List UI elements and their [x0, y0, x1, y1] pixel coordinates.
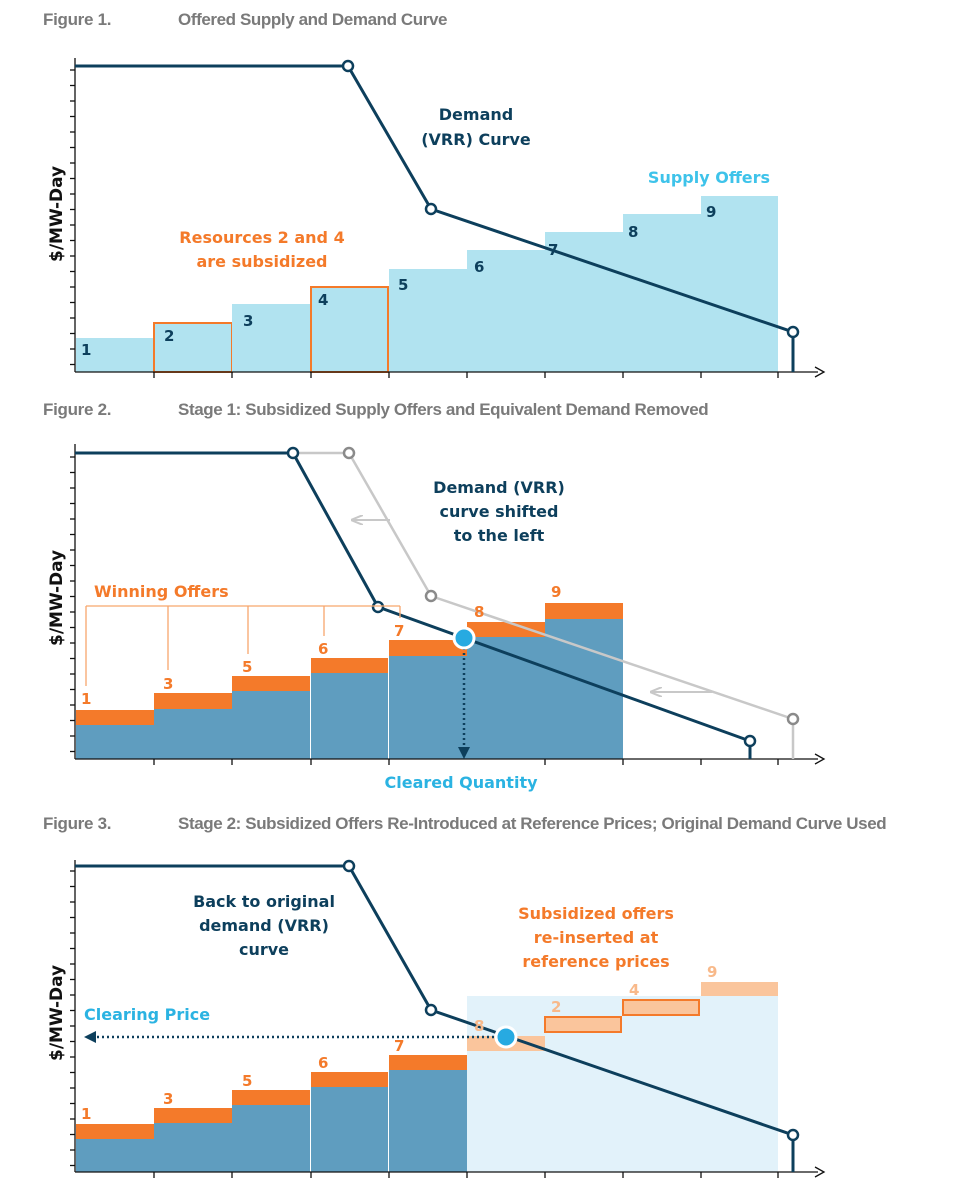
f3-offer-bar-7: [389, 1070, 467, 1172]
f3-offer-cap-7: [389, 1055, 467, 1070]
f1-offer-label-5: 5: [398, 276, 408, 294]
f1-demand-label-line-1: Demand: [439, 105, 513, 124]
f3-reinserted-area: [467, 996, 778, 1172]
f3-demand-node-2: [426, 1005, 436, 1015]
f1-offer-label-4: 4: [318, 291, 328, 309]
figure-2-supply-bars: [76, 603, 623, 759]
f2-offer-bar-6: [311, 673, 388, 759]
f1-offer-label-1: 1: [81, 341, 91, 359]
f1-offer-label-6: 6: [474, 258, 484, 276]
f2-clearing-point: [454, 628, 474, 648]
f1-demand-node-2: [426, 204, 436, 214]
f2-offer-cap-3: [154, 693, 232, 709]
f1-offer-label-8: 8: [628, 223, 638, 241]
f2-gray-node-2: [426, 591, 436, 601]
f3-offer-bar-3: [154, 1123, 232, 1172]
f3-offer-label-1: 1: [81, 1105, 91, 1123]
f2-offer-bar-7: [389, 656, 467, 759]
f1-demand-label-line-2: (VRR) Curve: [421, 130, 531, 149]
f3-clearing-price-label: Clearing Price: [84, 1005, 210, 1024]
f2-demand-label-line-3: to the left: [454, 526, 545, 545]
f3-demand-label-line-3: curve: [239, 940, 289, 959]
f2-offer-bar-8: [467, 637, 545, 759]
f2-offer-bar-1: [76, 725, 154, 759]
f1-demand-node-1: [343, 61, 353, 71]
f3-offer-label-5: 5: [242, 1072, 252, 1090]
f2-offer-label-5: 5: [242, 658, 252, 676]
f3-offer-cap-3: [154, 1108, 232, 1123]
f3-demand-label-line-1: Back to original: [193, 892, 335, 911]
f3-offer-bar-6: [311, 1087, 388, 1172]
f2-offer-label-3: 3: [163, 675, 173, 693]
f3-offer-cap-6: [311, 1072, 388, 1087]
f1-offer-label-9: 9: [706, 203, 716, 221]
f1-supply-offers-label: Supply Offers: [648, 168, 770, 187]
f2-offer-bar-3: [154, 709, 232, 759]
f1-subsidized-label-line-2: are subsidized: [196, 252, 327, 271]
f3-offer-bar-5: [232, 1105, 310, 1172]
f3-demand-node-1: [344, 861, 354, 871]
f3-offer-label-6: 6: [318, 1054, 328, 1072]
figure-1-chart: $/MW-Day 1 2 3 4 5 6 7 8 9 Demand (VRR) …: [47, 58, 824, 378]
f2-offer-cap-9: [545, 603, 623, 619]
f2-winning-offers-label: Winning Offers: [94, 582, 229, 601]
f2-offer-label-9: 9: [551, 583, 561, 601]
f1-offer-bar-9: [701, 196, 778, 372]
figure-1-supply-bars: [76, 196, 778, 372]
f3-offer-cap-5: [232, 1090, 310, 1105]
f3-offer-label-9: 9: [707, 963, 717, 981]
f2-demand-node-1: [288, 448, 298, 458]
f2-demand-node-2: [373, 602, 383, 612]
f2-offer-label-7: 7: [394, 622, 404, 640]
f3-offer-label-8: 8: [474, 1017, 484, 1035]
f2-demand-label-line-1: Demand (VRR): [433, 478, 565, 497]
f3-offer-bar-1: [76, 1139, 154, 1172]
f3-offer-cap-1: [76, 1124, 154, 1139]
f3-offer-label-3: 3: [163, 1090, 173, 1108]
f3-reinserted-label-line-1: Subsidized offers: [518, 904, 674, 923]
f2-offer-label-8: 8: [474, 603, 484, 621]
f1-offer-label-2: 2: [164, 327, 174, 345]
f2-demand-label-line-2: curve shifted: [440, 502, 559, 521]
f3-demand-label-line-2: demand (VRR): [199, 916, 329, 935]
f3-reinserted-label-line-3: reference prices: [522, 952, 669, 971]
f3-offer-cap-9: [701, 982, 778, 996]
f1-offer-label-7: 7: [548, 241, 558, 259]
f2-offer-cap-5: [232, 676, 310, 691]
f3-offer-label-4: 4: [629, 981, 639, 999]
f2-offer-label-1: 1: [81, 690, 91, 708]
f1-demand-node-3: [788, 327, 798, 337]
f2-cleared-quantity-label: Cleared Quantity: [384, 773, 538, 792]
f2-offer-cap-1: [76, 710, 154, 725]
f2-offer-label-6: 6: [318, 640, 328, 658]
figure-3-y-axis-label: $/MW-Day: [47, 965, 67, 1061]
f1-offer-label-3: 3: [243, 312, 253, 330]
figure-2-chart: $/MW-Day 1 3 5 6 7 8 9 Winning Offers De…: [47, 444, 824, 792]
f2-gray-node-1: [344, 448, 354, 458]
figure-3-winning-bars: [76, 1055, 467, 1172]
f3-offer-label-7: 7: [394, 1037, 404, 1055]
f2-demand-node-3: [745, 736, 755, 746]
f2-offer-cap-6: [311, 658, 388, 673]
f3-reinserted-label-line-2: re-inserted at: [534, 928, 659, 947]
figure-2-y-axis-label: $/MW-Day: [47, 550, 67, 646]
f3-demand-node-3: [788, 1130, 798, 1140]
figures-canvas: $/MW-Day 1 2 3 4 5 6 7 8 9 Demand (VRR) …: [0, 0, 964, 1200]
f1-subsidized-label-line-1: Resources 2 and 4: [179, 228, 344, 247]
figure-3-chart: $/MW-Day 1 3 5 6 7 8 2 4 9 Back to origi…: [47, 860, 824, 1178]
f3-offer-box-4: [623, 1000, 699, 1015]
f2-offer-bar-5: [232, 691, 310, 759]
f2-gray-node-3: [788, 714, 798, 724]
f3-clearing-point: [496, 1027, 516, 1047]
f3-offer-box-2: [545, 1017, 621, 1032]
figure-1-y-axis-label: $/MW-Day: [47, 166, 67, 262]
f3-offer-label-2: 2: [551, 998, 561, 1016]
